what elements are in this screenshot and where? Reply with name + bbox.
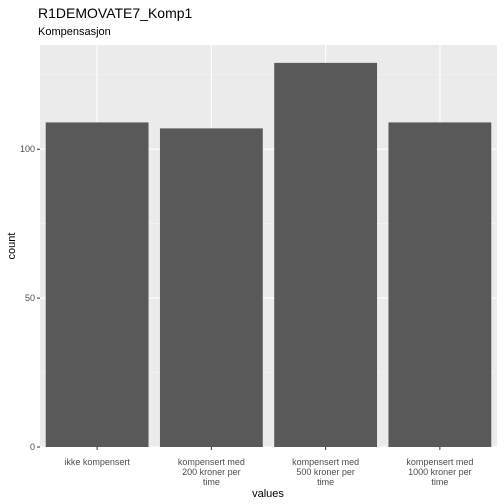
- bar: [159, 128, 263, 447]
- y-axis: 0 50 100: [20, 144, 40, 452]
- y-tick-label: 100: [20, 144, 35, 154]
- bars: [45, 62, 492, 447]
- bar: [274, 62, 378, 447]
- x-axis-title: values: [252, 488, 284, 500]
- x-tick-label: ikke kompensert: [64, 457, 130, 467]
- chart-subtitle: Kompensasjon: [38, 26, 111, 38]
- chart-title: R1DEMOVATE7_Komp1: [38, 5, 193, 21]
- x-tick-label: kompensert med 1000 kroner per time: [406, 457, 473, 487]
- x-axis: ikke kompensert kompensert med 200 kroner …: [64, 447, 473, 487]
- bar: [388, 122, 492, 447]
- y-tick-label: 0: [30, 442, 35, 452]
- x-tick-label: kompensert med 500 kroner per time: [292, 457, 359, 487]
- y-tick-label: 50: [25, 293, 35, 303]
- y-axis-title: count: [6, 233, 18, 260]
- bar: [45, 122, 149, 447]
- x-tick-label: kompensert med 200 kroner per time: [178, 457, 245, 487]
